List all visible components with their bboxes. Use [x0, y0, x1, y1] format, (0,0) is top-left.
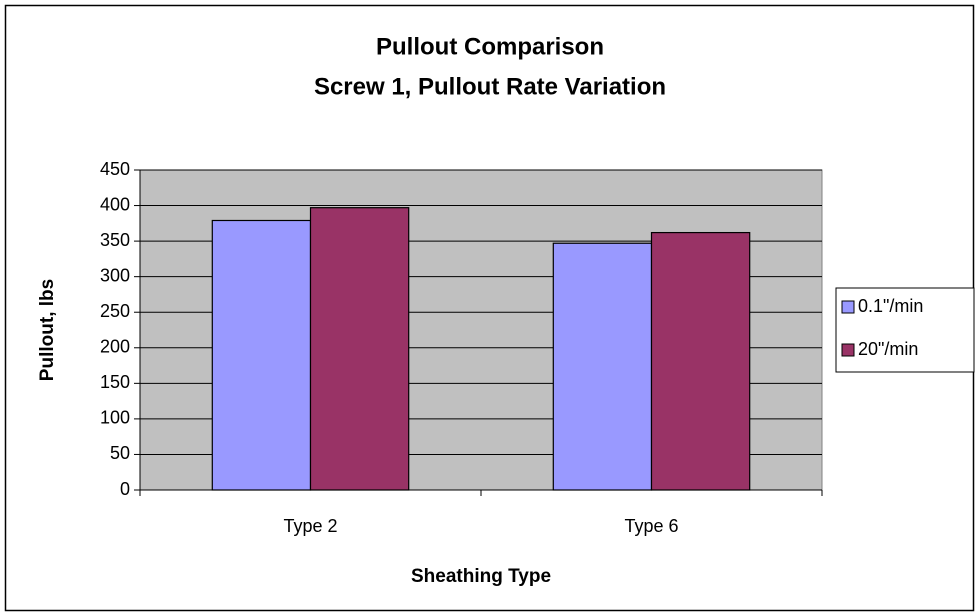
y-tick-label: 400: [100, 194, 130, 214]
y-tick-label: 150: [100, 372, 130, 392]
y-tick-label: 450: [100, 159, 130, 179]
y-tick-label: 350: [100, 230, 130, 250]
bar: [650, 231, 751, 491]
legend-label: 0.1"/min: [858, 296, 923, 316]
legend-label: 20"/min: [858, 339, 918, 359]
legend-swatch: [841, 300, 855, 314]
y-tick-label: 300: [100, 265, 130, 285]
y-tick-label: 0: [120, 479, 130, 499]
bar: [211, 219, 312, 491]
y-axis-title: Pullout, lbs: [37, 279, 58, 381]
y-tick-label: 50: [110, 443, 130, 463]
y-tick-label: 100: [100, 408, 130, 428]
bar: [309, 207, 410, 491]
x-tick-label: Type 2: [283, 516, 337, 536]
chart-subtitle: Screw 1, Pullout Rate Variation: [314, 73, 666, 100]
chart-title: Pullout Comparison: [376, 33, 604, 60]
x-axis-title: Sheathing Type: [411, 566, 551, 587]
bar: [552, 242, 653, 491]
legend: [835, 287, 975, 373]
y-tick-label: 200: [100, 337, 130, 357]
y-tick-label: 250: [100, 301, 130, 321]
legend-swatch: [841, 343, 855, 357]
x-tick-label: Type 6: [624, 516, 678, 536]
